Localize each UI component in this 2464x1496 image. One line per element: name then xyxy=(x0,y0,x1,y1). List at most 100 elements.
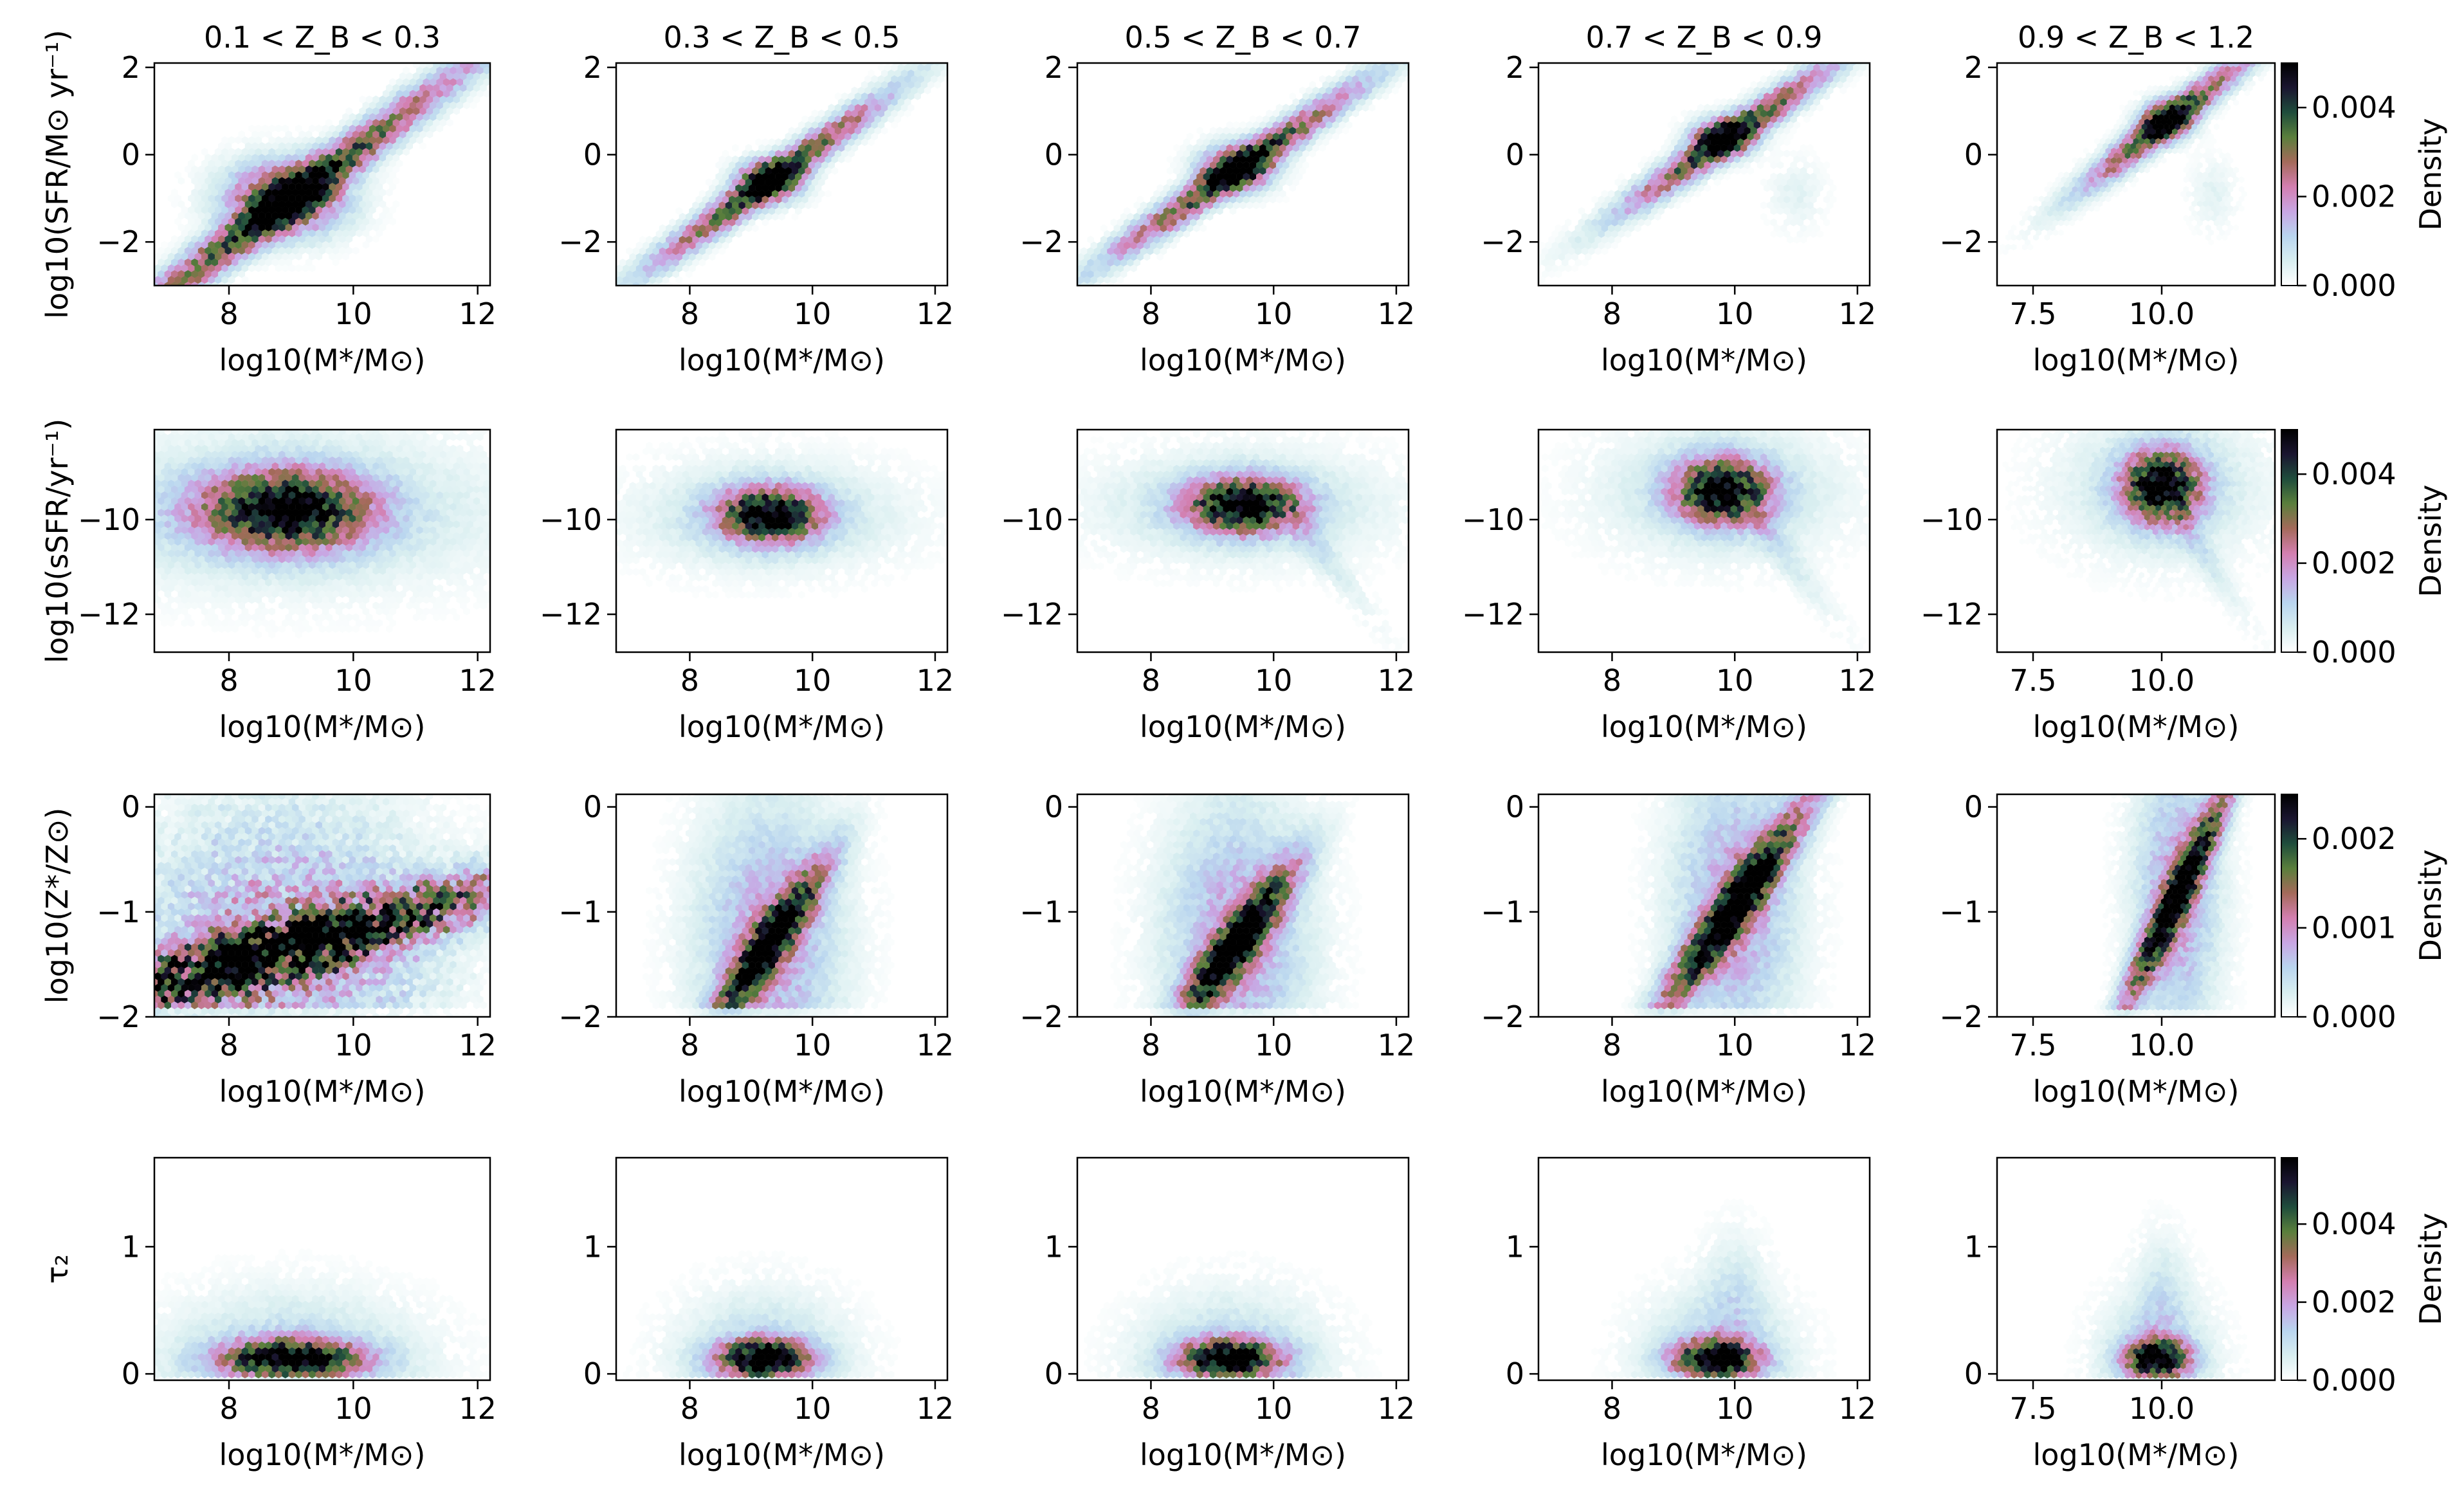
y-axis-label: log10(SFR/M⊙ yr⁻¹) xyxy=(40,30,75,318)
hexbin-cell xyxy=(201,194,208,203)
hexbin-cell xyxy=(718,155,726,163)
hexbin-cell xyxy=(1170,184,1177,192)
hexbin-cell xyxy=(251,578,259,587)
hexbin-cell xyxy=(305,130,313,139)
hexbin-cell xyxy=(1405,75,1409,83)
hexbin-cell xyxy=(158,269,165,278)
hexbin-cell xyxy=(489,481,490,486)
hexbin-cell xyxy=(184,601,192,610)
hexbin-cell xyxy=(1784,184,1791,192)
hexbin-cell xyxy=(1816,80,1823,89)
hexbin-cell xyxy=(275,241,282,249)
hexbin-cell xyxy=(1704,172,1711,181)
hexbin-cell xyxy=(477,55,484,62)
hexbin-cell xyxy=(904,75,911,83)
hexbin-cell xyxy=(443,514,450,523)
hexbin-cell xyxy=(335,183,343,191)
hexbin-cell xyxy=(837,109,845,118)
hexbin-cell xyxy=(2133,157,2139,164)
hexbin-cell xyxy=(473,520,480,529)
hexbin-cell xyxy=(255,607,262,616)
hexbin-cell xyxy=(184,246,192,255)
hexbin-cell xyxy=(1681,121,1688,129)
hexbin-cell xyxy=(1120,212,1127,221)
hexbin-cell xyxy=(1760,121,1767,129)
hexbin-cell xyxy=(2175,95,2181,102)
hexbin-cell xyxy=(679,247,686,255)
hexbin-cell xyxy=(221,160,228,168)
hexbin-cell xyxy=(201,514,208,523)
hexbin-cell xyxy=(1717,149,1724,158)
hexbin-cell xyxy=(2113,142,2120,150)
hexbin-cell xyxy=(2211,215,2217,222)
hexbin-cell xyxy=(1565,241,1572,250)
hexbin-cell xyxy=(738,224,745,232)
hexbin-cell xyxy=(643,253,650,261)
hexbin-cell xyxy=(1568,235,1575,244)
hexbin-cell xyxy=(1733,132,1741,141)
hexbin-cell xyxy=(2189,89,2195,96)
hexbin-cell xyxy=(1776,127,1784,135)
hexbin-cell xyxy=(1776,161,1784,169)
hexbin-cell xyxy=(356,584,363,592)
hexbin-cell xyxy=(1289,127,1296,135)
hexbin-cell xyxy=(372,118,379,127)
hexbin-cell xyxy=(1332,98,1339,106)
hexbin-cell xyxy=(2222,63,2228,68)
hexbin-cell xyxy=(211,153,219,162)
hexbin-cell xyxy=(1156,196,1164,204)
hexbin-cell xyxy=(1349,80,1356,89)
hexbin-cell xyxy=(1342,115,1349,123)
hexbin-cell xyxy=(2213,114,2220,121)
hexbin-cell xyxy=(261,514,269,523)
hexbin-cell xyxy=(1289,92,1296,100)
hexbin-cell xyxy=(275,171,282,179)
hexbin-cell xyxy=(285,165,293,174)
hexbin-cell xyxy=(682,264,689,273)
hexbin-cell xyxy=(191,246,198,255)
hexbin-cell xyxy=(1306,121,1313,129)
hexbin-cell xyxy=(205,590,212,598)
hexbin-cell xyxy=(322,502,329,511)
hexbin-cell xyxy=(365,462,373,470)
hexbin-cell xyxy=(359,177,366,185)
hexbin-cell xyxy=(2263,66,2270,73)
hexbin-cell xyxy=(208,596,215,604)
hexbin-cell xyxy=(255,561,262,569)
hexbin-cell xyxy=(616,264,623,273)
hexbin-cell xyxy=(2222,157,2228,164)
hexbin-cell xyxy=(1365,52,1373,60)
hexbin-cell xyxy=(801,172,808,181)
hexbin-cell xyxy=(1780,98,1787,106)
hexbin-cell xyxy=(181,468,188,476)
hexbin-cell xyxy=(1621,224,1629,232)
hexbin-cell xyxy=(459,497,467,506)
hexbin-cell xyxy=(2211,138,2217,145)
hexbin-cell xyxy=(1773,98,1781,106)
hexbin-cell xyxy=(486,473,490,482)
hexbin-cell xyxy=(386,532,393,540)
hexbin-cell xyxy=(1252,201,1260,210)
hexbin-cell xyxy=(241,171,249,179)
hexbin-cell xyxy=(775,196,782,204)
hexbin-cell xyxy=(365,497,373,506)
hexbin-cell xyxy=(365,153,373,162)
hexbin-cell xyxy=(1667,167,1675,175)
hexbin-cell xyxy=(278,497,286,506)
hexbin-cell xyxy=(486,508,490,517)
hexbin-cell xyxy=(1793,155,1800,163)
hexbin-cell xyxy=(232,508,239,517)
hexbin-cell xyxy=(456,491,464,499)
hexbin-cell xyxy=(623,276,630,284)
hexbin-cell xyxy=(359,555,366,563)
hexbin-cell xyxy=(768,149,776,158)
hexbin-cell xyxy=(362,468,370,476)
hexbin-cell xyxy=(1209,161,1217,169)
hexbin-cell xyxy=(1346,75,1353,83)
hexbin-cell xyxy=(672,247,679,255)
hexbin-cell xyxy=(1816,172,1823,181)
hexbin-cell xyxy=(1614,190,1621,198)
hexbin-cell xyxy=(675,218,683,226)
x-axis-label: log10(M*/M⊙) xyxy=(1140,343,1346,378)
hexbin-cell xyxy=(268,596,275,604)
